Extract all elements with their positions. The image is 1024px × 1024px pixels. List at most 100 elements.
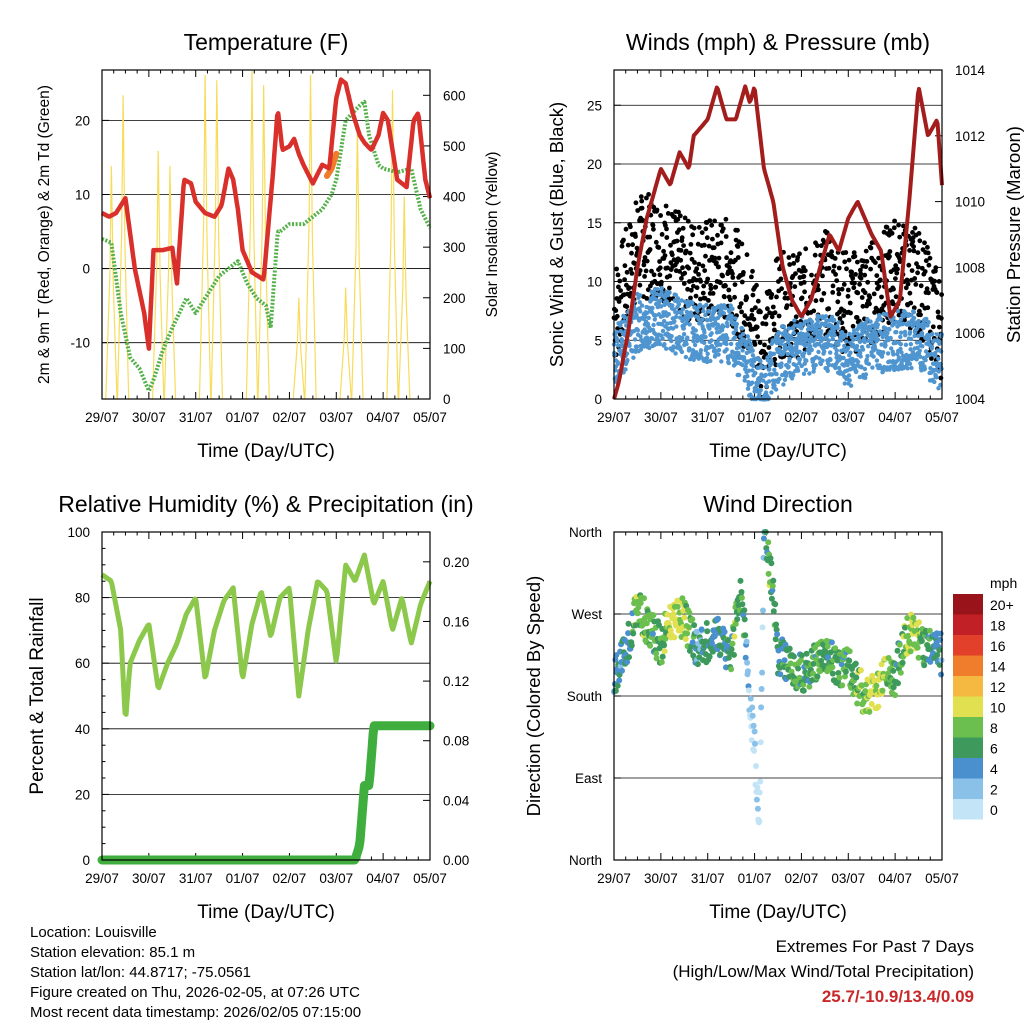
gust-point [853, 272, 858, 277]
extremes-values: 25.7/-10.9/13.4/0.09 [821, 987, 974, 1006]
gust-point [887, 249, 893, 254]
winds-border [613, 69, 943, 400]
direction-point [798, 652, 805, 659]
wind-point [865, 353, 870, 359]
wind-point [690, 301, 695, 306]
wind-point [781, 324, 787, 329]
legend-label: 14 [990, 659, 1006, 675]
gust-point [841, 313, 846, 318]
solar-insolation-trace [245, 69, 259, 400]
wind-point [740, 362, 745, 368]
solar-insolation-trace [339, 287, 352, 400]
direction-point [810, 670, 817, 677]
wind-point [784, 371, 789, 376]
gust-point [735, 227, 740, 233]
direction-point [649, 630, 656, 637]
wind-point [728, 303, 733, 308]
direction-point [897, 669, 904, 676]
direction-point [671, 634, 678, 641]
wind-point [889, 346, 894, 351]
wind-point [826, 362, 832, 368]
direction-point [868, 701, 875, 707]
wind-point [685, 335, 690, 340]
wind-point [820, 358, 825, 363]
wind-point [799, 363, 804, 369]
winds-y2label: Station Pressure (Maroon) [1003, 126, 1024, 343]
wind-point [664, 346, 669, 351]
direction-point [745, 687, 752, 694]
direction-point [698, 626, 705, 633]
wind-point [777, 376, 782, 382]
gust-point [703, 226, 709, 232]
wind-point [700, 317, 705, 322]
wind-point [883, 343, 888, 348]
gust-point [624, 269, 630, 275]
direction-point [729, 640, 736, 647]
solar-insolation-trace [292, 297, 306, 400]
gust-point [651, 272, 657, 278]
direction-point [728, 646, 735, 653]
wind-point [748, 341, 753, 346]
wind-point [666, 312, 671, 317]
wind-point [816, 349, 821, 355]
wind-point [627, 343, 632, 348]
gust-point [891, 286, 896, 292]
wind-point [835, 325, 840, 331]
wind-point [740, 331, 746, 337]
legend-label: 16 [990, 638, 1006, 654]
wind-point [773, 387, 779, 392]
gust-point [732, 294, 737, 300]
humidity-y2tick-label: 0.12 [443, 674, 469, 689]
wind-point [920, 344, 925, 349]
wind-point [857, 374, 862, 380]
gust-point [884, 224, 890, 230]
direction-point [625, 630, 632, 637]
temperature-ytick-label: 0 [82, 262, 90, 277]
legend-label: 2 [990, 782, 998, 798]
wind-point [702, 340, 707, 345]
direction-point [684, 630, 691, 637]
wind-point [854, 369, 859, 374]
humidity-y2tick-label: 0.08 [443, 734, 469, 749]
direction-point [926, 627, 933, 634]
gust-point [701, 283, 707, 289]
wind-point [674, 324, 679, 329]
wind-point [646, 315, 651, 321]
gust-point [687, 250, 693, 256]
gust-point [816, 287, 821, 293]
temperature-xtick-label: 01/07 [226, 410, 260, 425]
direction-point [904, 615, 911, 621]
direction-point [938, 671, 945, 678]
gust-point [867, 301, 872, 307]
gust-point [865, 279, 871, 285]
wind-point [899, 350, 904, 355]
wind-point [728, 341, 734, 347]
direction-point [704, 628, 711, 635]
direction-point [686, 624, 692, 631]
gust-point [623, 226, 629, 232]
wind-point [684, 341, 689, 347]
relative-humidity-line [100, 552, 433, 717]
wind-point [881, 350, 886, 355]
gust-point [712, 218, 717, 224]
wind-point [782, 349, 787, 354]
wind-point [782, 377, 788, 382]
wind-point [751, 363, 756, 368]
direction-point [756, 789, 763, 796]
direction-point [839, 682, 846, 689]
gust-point [624, 304, 630, 309]
gust-point [852, 280, 857, 286]
wind-point [687, 322, 692, 327]
gust-point [913, 282, 919, 287]
wind-point [621, 319, 626, 324]
direction-point [892, 692, 899, 699]
gust-point [765, 306, 770, 312]
gust-point [616, 299, 622, 304]
wind-point [695, 308, 700, 314]
direction-point [852, 660, 859, 667]
gust-point [682, 270, 688, 276]
wind-point [766, 379, 772, 384]
humidity-xtick-label: 30/07 [132, 871, 166, 886]
direction-point [890, 684, 897, 691]
wind-point [936, 356, 941, 361]
